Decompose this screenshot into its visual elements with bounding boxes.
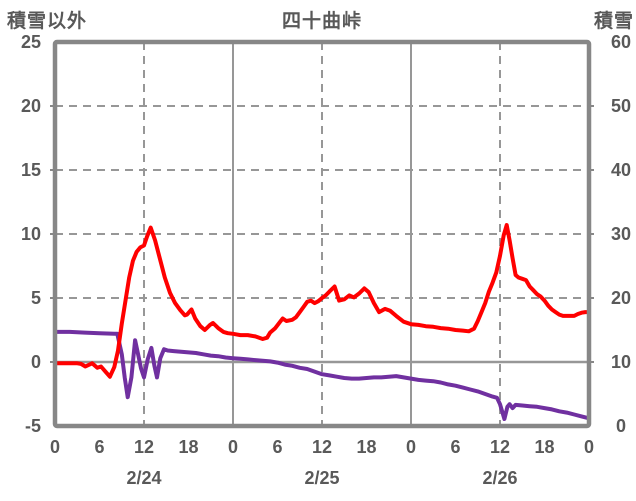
tick-label: 6 — [450, 437, 460, 457]
date-label: 2/25 — [304, 468, 339, 488]
tick-label: 12 — [312, 437, 332, 457]
tick-label: 0 — [50, 437, 60, 457]
tick-label: 0 — [406, 437, 416, 457]
x-axis-labels: 0 6 12 18 0 6 12 18 0 6 12 18 0 — [50, 437, 594, 457]
tick-label: 10 — [21, 224, 41, 244]
series-purple-line — [53, 329, 591, 421]
gridlines — [55, 42, 589, 426]
date-label: 2/26 — [482, 468, 517, 488]
tick-label: 0 — [228, 437, 238, 457]
tick-label: 0 — [616, 416, 626, 436]
tick-label: 20 — [611, 288, 631, 308]
tick-label: 6 — [94, 437, 104, 457]
tick-label: -5 — [25, 416, 41, 436]
left-axis-title: 積雪以外 — [7, 11, 88, 32]
tick-label: 18 — [178, 437, 198, 457]
right-axis-labels: 60 50 40 30 20 10 0 — [611, 32, 631, 436]
tick-label: 12 — [134, 437, 154, 457]
tick-label: 12 — [490, 437, 510, 457]
tick-label: 15 — [21, 160, 41, 180]
right-axis-title: 積雪 — [593, 11, 634, 32]
tick-label: 5 — [31, 288, 41, 308]
tick-label: 50 — [611, 96, 631, 116]
tick-label: 25 — [21, 32, 41, 52]
tick-label: 0 — [31, 352, 41, 372]
tick-label: 30 — [611, 224, 631, 244]
tick-label: 40 — [611, 160, 631, 180]
plot-frame — [52, 39, 592, 429]
tick-label: 18 — [356, 437, 376, 457]
tick-label: 20 — [21, 96, 41, 116]
tick-label: 6 — [272, 437, 282, 457]
tick-label: 18 — [534, 437, 554, 457]
tick-label: 0 — [584, 437, 594, 457]
left-axis-labels: 25 20 15 10 5 0 -5 — [21, 32, 41, 436]
date-labels: 2/24 2/25 2/26 — [126, 468, 517, 488]
tick-label: 60 — [611, 32, 631, 52]
tick-label: 10 — [611, 352, 631, 372]
series-red-line — [53, 223, 591, 379]
chart-title: 四十曲峠 — [281, 11, 362, 32]
date-label: 2/24 — [126, 468, 161, 488]
